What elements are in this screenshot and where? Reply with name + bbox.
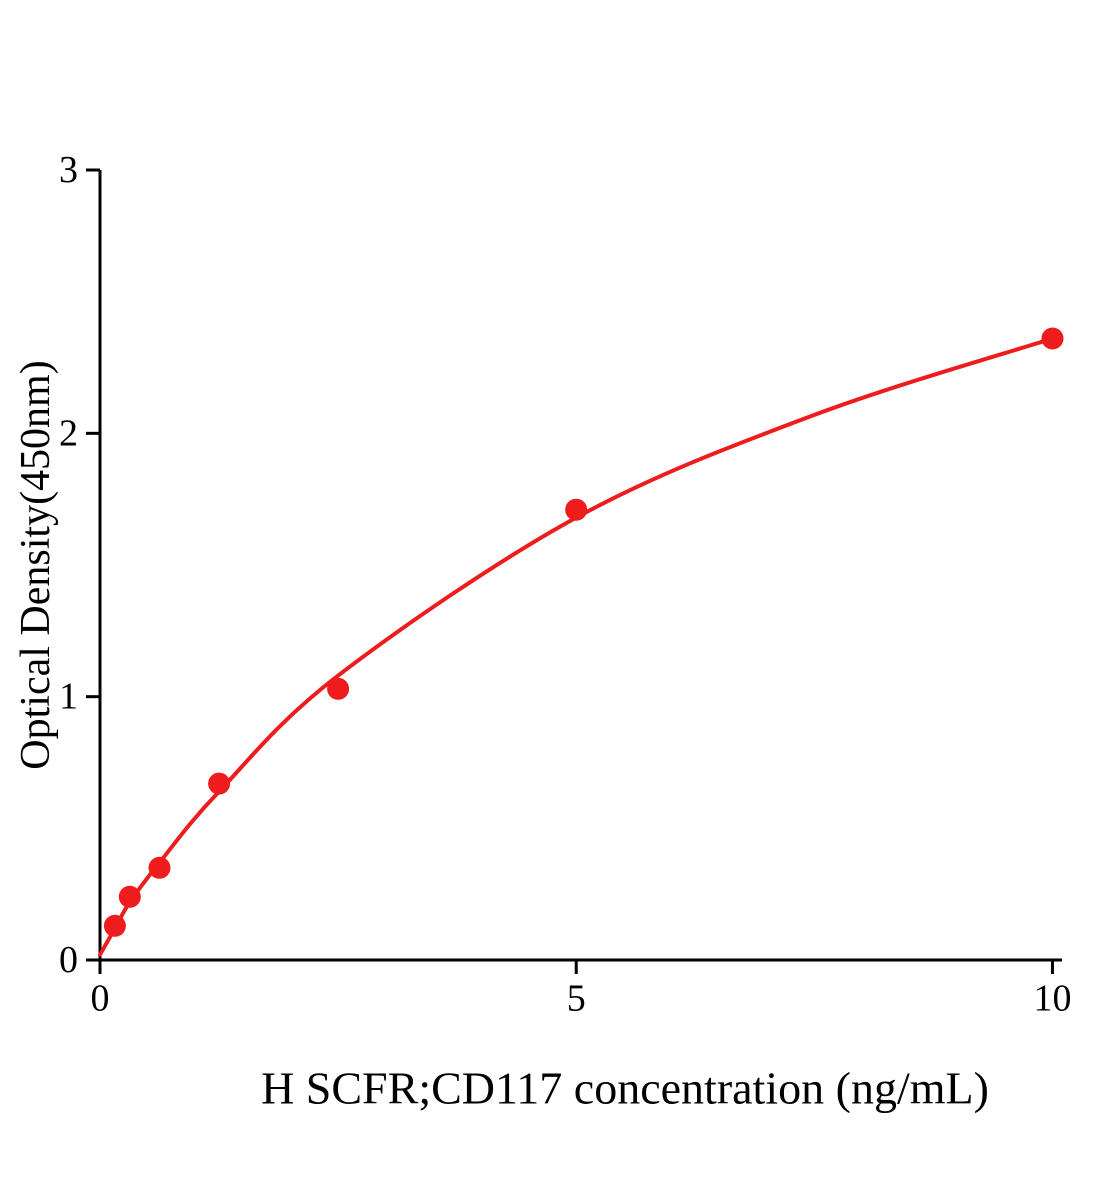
y-tick-label: 2 <box>59 412 78 454</box>
data-point <box>208 772 231 795</box>
fit-curve <box>98 336 1055 957</box>
x-tick-label: 0 <box>91 977 110 1019</box>
data-point <box>148 856 171 879</box>
data-point <box>118 885 141 908</box>
data-point <box>565 498 588 521</box>
data-point <box>327 677 350 700</box>
x-tick-label: 10 <box>1033 977 1071 1019</box>
axes-spine <box>98 170 1062 962</box>
y-tick-label: 0 <box>59 939 78 981</box>
data-point <box>1041 327 1064 350</box>
y-tick-label: 3 <box>59 149 78 191</box>
y-axis-label: Optical Density(450nm) <box>13 360 59 770</box>
y-tick-label: 1 <box>59 676 78 718</box>
x-tick-label: 5 <box>567 977 586 1019</box>
x-axis-label: H SCFR;CD117 concentration (ng/mL) <box>261 1062 989 1114</box>
data-point <box>103 914 126 937</box>
